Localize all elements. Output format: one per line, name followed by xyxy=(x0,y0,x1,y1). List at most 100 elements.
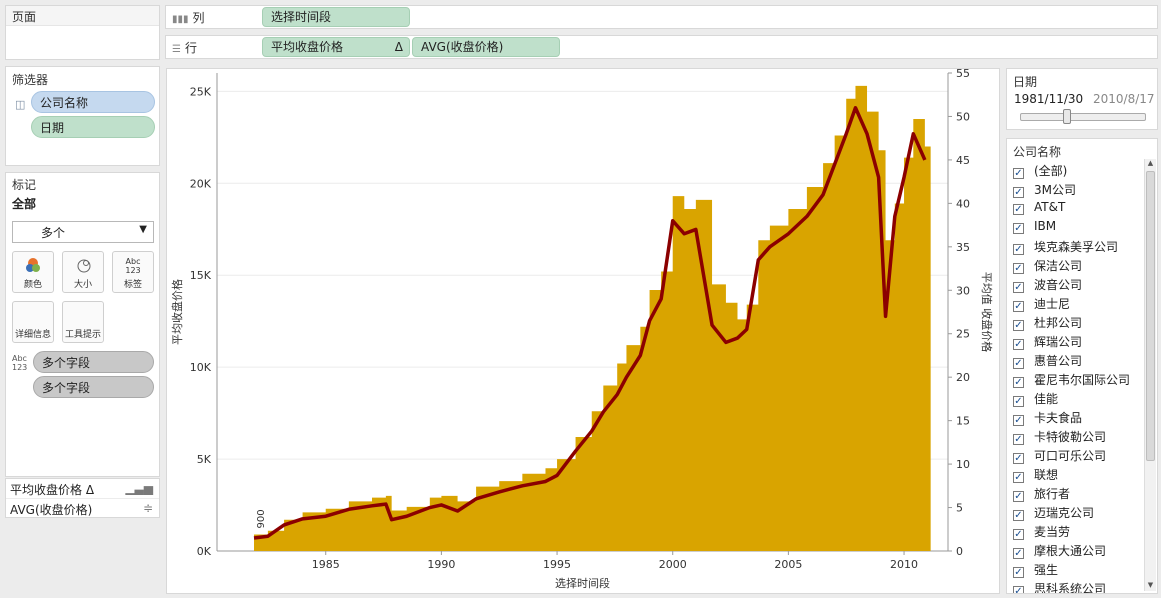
company-checkbox-item[interactable]: ✓ 3M公司 xyxy=(1013,181,1076,200)
company-checkbox-item[interactable]: ✓ 卡夫食品 xyxy=(1013,409,1082,428)
checkbox-checked-icon[interactable]: ✓ xyxy=(1013,301,1024,312)
y-left-axis-title: 平均收盘价格 xyxy=(170,279,184,345)
company-checkbox-item[interactable]: ✓ 联想 xyxy=(1013,466,1058,485)
scroll-up-icon[interactable]: ▲ xyxy=(1147,159,1154,167)
y-right-tick-label: 50 xyxy=(956,110,970,123)
company-checkbox-item[interactable]: ✓ 思科系统公司 xyxy=(1013,580,1107,594)
company-checkbox-item[interactable]: ✓ 霍尼韦尔国际公司 xyxy=(1013,371,1130,390)
scroll-down-icon[interactable]: ▼ xyxy=(1147,581,1154,589)
company-checkbox-label: 迈瑞克公司 xyxy=(1034,506,1095,520)
checkbox-checked-icon[interactable]: ✓ xyxy=(1013,282,1024,293)
checkbox-checked-icon[interactable]: ✓ xyxy=(1013,396,1024,407)
company-checkbox-item[interactable]: ✓ 杜邦公司 xyxy=(1013,314,1082,333)
checkbox-checked-icon[interactable]: ✓ xyxy=(1013,168,1024,179)
checkbox-checked-icon[interactable]: ✓ xyxy=(1013,491,1024,502)
company-checkbox-item[interactable]: ✓ 波音公司 xyxy=(1013,276,1082,295)
checkbox-checked-icon[interactable]: ✓ xyxy=(1013,263,1024,274)
tooltip-button[interactable]: 工具提示 xyxy=(62,301,104,343)
date-slider-track[interactable] xyxy=(1020,113,1146,121)
label-button[interactable]: Abc 123 标签 xyxy=(112,251,154,293)
company-checkbox-item[interactable]: ✓ 佳能 xyxy=(1013,390,1058,409)
marks-field-pill-2[interactable]: 多个字段 xyxy=(33,376,154,398)
checkbox-checked-icon[interactable]: ✓ xyxy=(1013,548,1024,559)
color-label: 颜色 xyxy=(23,280,42,290)
y-left-tick-label: 0K xyxy=(197,545,212,558)
checkbox-checked-icon[interactable]: ✓ xyxy=(1013,320,1024,331)
detail-button[interactable]: 详细信息 xyxy=(12,301,54,343)
checkbox-checked-icon[interactable]: ✓ xyxy=(1013,586,1024,593)
rows-icon: ☰ xyxy=(172,44,181,55)
columns-pill-period[interactable]: 选择时间段 xyxy=(262,7,410,27)
filter-date-pill[interactable]: 日期 xyxy=(31,116,155,138)
y-left-tick-label: 5K xyxy=(197,453,212,466)
checkbox-checked-icon[interactable]: ✓ xyxy=(1013,204,1024,215)
filter-company-label: 公司名称 xyxy=(40,96,89,110)
filter-date-label: 日期 xyxy=(40,121,65,135)
measure-row-avg[interactable]: AVG(收盘价格) ≑ xyxy=(6,499,159,519)
scroll-thumb[interactable] xyxy=(1146,171,1155,461)
detail-icon xyxy=(13,307,53,327)
company-checkbox-label: 霍尼韦尔国际公司 xyxy=(1034,373,1131,387)
company-checkbox-item[interactable]: ✓ 可口可乐公司 xyxy=(1013,447,1106,466)
company-checkbox-item[interactable]: ✓ 保洁公司 xyxy=(1013,257,1082,276)
y-right-tick-label: 45 xyxy=(956,154,970,167)
filter-company-pill[interactable]: 公司名称 xyxy=(31,91,155,113)
checkbox-checked-icon[interactable]: ✓ xyxy=(1013,187,1024,198)
checkbox-checked-icon[interactable]: ✓ xyxy=(1013,358,1024,369)
y-right-tick-label: 0 xyxy=(956,545,963,558)
checkbox-checked-icon[interactable]: ✓ xyxy=(1013,529,1024,540)
company-list-scrollbar[interactable]: ▲ ▼ xyxy=(1144,159,1156,591)
rows-pill-avg-close[interactable]: 平均收盘价格 Δ xyxy=(262,37,410,57)
chevron-down-icon: ▼ xyxy=(139,224,147,235)
company-checkbox-item[interactable]: ✓ (全部) xyxy=(1013,162,1067,181)
company-checkbox-item[interactable]: ✓ 迪士尼 xyxy=(1013,295,1070,314)
y-right-tick-label: 10 xyxy=(956,458,970,471)
company-filter-title: 公司名称 xyxy=(1013,145,1062,159)
size-label: 大小 xyxy=(73,280,92,290)
company-checkbox-item[interactable]: ✓ AT&T xyxy=(1013,200,1065,219)
mark-type-select[interactable]: 多个 ▼ xyxy=(12,221,154,243)
company-checkbox-item[interactable]: ✓ 旅行者 xyxy=(1013,485,1070,504)
company-checkbox-item[interactable]: ✓ IBM xyxy=(1013,219,1056,238)
checkbox-checked-icon[interactable]: ✓ xyxy=(1013,434,1024,445)
checkbox-checked-icon[interactable]: ✓ xyxy=(1013,453,1024,464)
rows-pill-label-2: AVG(收盘价格) xyxy=(421,40,504,54)
company-checkbox-item[interactable]: ✓ 迈瑞克公司 xyxy=(1013,504,1094,523)
color-button[interactable]: 颜色 xyxy=(12,251,54,293)
checkbox-checked-icon[interactable]: ✓ xyxy=(1013,415,1024,426)
size-icon xyxy=(63,257,103,277)
marks-scope[interactable]: 全部 xyxy=(12,197,37,211)
company-checkbox-item[interactable]: ✓ 摩根大通公司 xyxy=(1013,542,1106,561)
checkbox-checked-icon[interactable]: ✓ xyxy=(1013,223,1024,234)
company-checkbox-label: 思科系统公司 xyxy=(1034,582,1107,594)
company-checkbox-label: 麦当劳 xyxy=(1034,525,1071,539)
company-checkbox-item[interactable]: ✓ 卡特彼勒公司 xyxy=(1013,428,1106,447)
company-checkbox-label: 3M公司 xyxy=(1034,183,1076,197)
checkbox-checked-icon[interactable]: ✓ xyxy=(1013,244,1024,255)
color-icon xyxy=(13,257,53,277)
marks-panel: 标记 全部 多个 ▼ 颜色 大小 Abc 123 标签 详细信息 工具提示 Ab… xyxy=(5,172,160,477)
checkbox-checked-icon[interactable]: ✓ xyxy=(1013,377,1024,388)
size-button[interactable]: 大小 xyxy=(62,251,104,293)
company-checkbox-label: 保洁公司 xyxy=(1034,259,1083,273)
checkbox-checked-icon[interactable]: ✓ xyxy=(1013,567,1024,578)
company-checkbox-item[interactable]: ✓ 埃克森美孚公司 xyxy=(1013,238,1118,257)
checkbox-checked-icon[interactable]: ✓ xyxy=(1013,472,1024,483)
marks-field-pill-1[interactable]: 多个字段 xyxy=(33,351,154,373)
line-series xyxy=(253,106,927,540)
filters-title: 筛选器 xyxy=(12,73,49,87)
pages-panel: 页面 xyxy=(5,5,160,60)
company-checkbox-label: AT&T xyxy=(1034,200,1066,214)
company-checkbox-item[interactable]: ✓ 强生 xyxy=(1013,561,1058,580)
company-checkbox-item[interactable]: ✓ 惠普公司 xyxy=(1013,352,1082,371)
marks-field-label-2: 多个字段 xyxy=(42,381,91,395)
date-slider-handle[interactable] xyxy=(1063,109,1071,124)
rows-pill-avg-func[interactable]: AVG(收盘价格) xyxy=(412,37,560,57)
checkbox-checked-icon[interactable]: ✓ xyxy=(1013,339,1024,350)
measure-row-sum[interactable]: 平均收盘价格 Δ ▁▃▅ xyxy=(6,479,159,499)
x-tick-label: 2000 xyxy=(659,558,687,571)
company-checkbox-item[interactable]: ✓ 麦当劳 xyxy=(1013,523,1070,542)
date-range-start: 1981/11/30 xyxy=(1014,92,1084,106)
checkbox-checked-icon[interactable]: ✓ xyxy=(1013,510,1024,521)
company-checkbox-item[interactable]: ✓ 辉瑞公司 xyxy=(1013,333,1082,352)
